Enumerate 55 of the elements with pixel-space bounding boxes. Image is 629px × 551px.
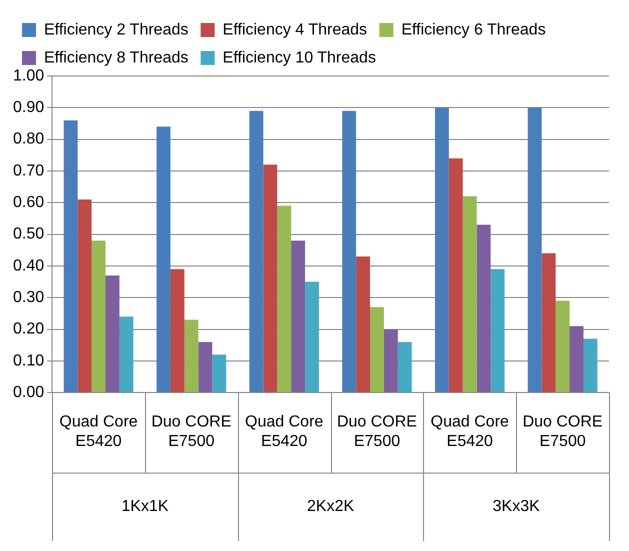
y-tick-label: 0.10 — [13, 352, 44, 370]
bar — [156, 126, 170, 392]
bar — [305, 282, 319, 392]
legend-label: Efficiency 6 Threads — [401, 21, 546, 38]
y-tick-label: 0.20 — [13, 320, 44, 338]
bar — [198, 342, 212, 392]
text: 2Kx2K — [307, 498, 354, 516]
x-tick-label: Duo CORE E7500 — [151, 414, 232, 450]
y-tick-label: 1.00 — [13, 67, 44, 84]
x-tick-label: Duo CORE E7500 — [522, 414, 603, 450]
bar — [398, 342, 412, 392]
x-tick-label: Quad Core E5420 — [245, 414, 324, 450]
bar — [291, 240, 306, 392]
bar — [356, 256, 370, 392]
y-tick-label: 0.80 — [13, 130, 44, 148]
bar — [490, 269, 505, 392]
y-tick-label: 0.70 — [13, 162, 44, 180]
y-tick-label: 0.40 — [13, 257, 44, 274]
y-tick-label: 0.60 — [13, 194, 44, 212]
y-tick-label: 0.00 — [13, 384, 44, 402]
y-tick-label: 0.90 — [13, 99, 44, 116]
bar — [106, 275, 120, 392]
text: 1Kx1K — [121, 498, 169, 516]
bar — [78, 199, 92, 392]
bar — [476, 224, 491, 392]
bar — [170, 269, 184, 392]
bar — [462, 196, 477, 392]
bar — [370, 307, 384, 392]
x-tick-label: Duo CORE E7500 — [336, 414, 417, 450]
legend-label: Efficiency 8 Threads — [44, 49, 188, 66]
y-tick-label: 0.50 — [13, 226, 44, 243]
bar — [384, 329, 398, 392]
legend-label: Efficiency 2 Threads — [44, 21, 188, 38]
legend-label: Efficiency 4 Threads — [222, 21, 368, 38]
bar — [556, 300, 570, 392]
bar — [528, 108, 542, 392]
legend-label: Efficiency 10 Threads — [222, 49, 376, 66]
bar — [277, 206, 292, 392]
bar — [448, 158, 463, 392]
bar — [92, 240, 106, 392]
bar — [342, 110, 356, 392]
bar — [542, 253, 556, 392]
text: 3Kx3K — [492, 498, 540, 516]
y-tick-label: 0.30 — [13, 289, 44, 306]
bar — [434, 108, 449, 392]
bar — [184, 320, 198, 392]
bar — [570, 326, 584, 392]
bar — [212, 354, 226, 392]
x-tick-label: Quad Core E5420 — [59, 414, 138, 450]
bar — [64, 120, 78, 392]
bar — [263, 164, 278, 392]
bar — [583, 338, 598, 392]
bar — [249, 110, 264, 392]
bar — [119, 316, 134, 392]
x-tick-label: Quad Core E5420 — [430, 414, 510, 450]
